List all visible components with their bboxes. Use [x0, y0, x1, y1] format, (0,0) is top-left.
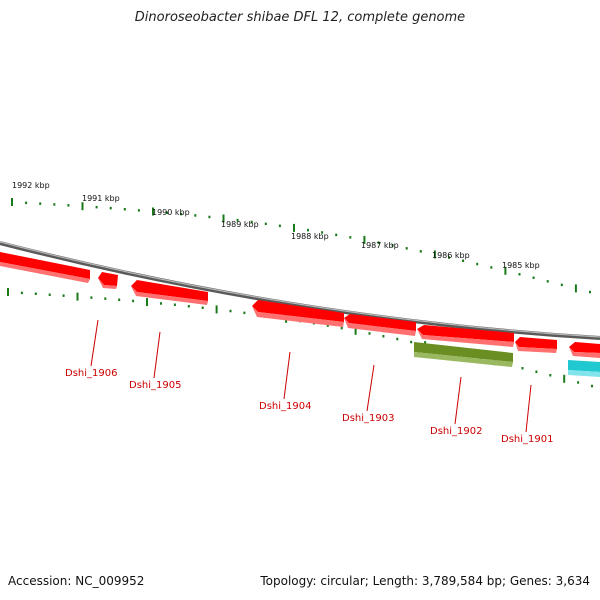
gene-feature-shadow — [515, 342, 557, 353]
outer-scale-ticks — [11, 198, 591, 294]
gene-feature[interactable] — [569, 342, 600, 353]
gene-label[interactable]: Dshi_1903 — [342, 413, 394, 424]
gene-feature-shadow — [0, 262, 90, 283]
scale-label: 1987 kbp — [361, 241, 399, 250]
gene-feature-shadow — [417, 329, 514, 347]
scale-label: 1991 kbp — [82, 194, 120, 203]
rna-feature[interactable] — [414, 342, 513, 362]
gene-label[interactable]: Dshi_1906 — [65, 368, 117, 379]
gene-feature[interactable] — [515, 337, 557, 349]
other-feature[interactable] — [568, 360, 600, 372]
gene-feature-shadow — [98, 278, 117, 289]
gene-feature-shadow — [252, 306, 344, 327]
scale-label: 1985 kbp — [502, 261, 540, 270]
gene-label[interactable]: Dshi_1901 — [501, 434, 553, 445]
gene-feature[interactable] — [417, 325, 514, 342]
scale-label: 1986 kbp — [432, 251, 470, 260]
genome-backbone — [0, 241, 600, 340]
gene-track-reverse — [0, 252, 600, 358]
accession-text: Accession: NC_009952 — [8, 574, 145, 588]
map-title: Dinoroseobacter shibae DFL 12, complete … — [134, 10, 466, 25]
scale-label: 1988 kbp — [291, 232, 329, 241]
gene-feature-shadow — [569, 347, 600, 358]
gene-track-forward — [414, 342, 600, 377]
genome-backbone-highlight — [0, 241, 600, 338]
scale-label: 1989 kbp — [221, 220, 259, 229]
rna-feature-shadow — [414, 352, 513, 367]
gene-leader-lines — [90, 319, 532, 433]
gene-feature-shadow — [131, 286, 208, 305]
gene-labels: Dshi_1906 Dshi_1905 Dshi_1904 Dshi_1903 … — [65, 368, 553, 445]
gene-feature[interactable] — [98, 272, 118, 286]
scale-label: 1990 kbp — [152, 208, 190, 217]
scale-label: 1992 kbp — [12, 181, 50, 190]
gene-feature-shadow — [344, 318, 416, 336]
gene-feature[interactable] — [252, 300, 344, 322]
genome-summary-text: Topology: circular; Length: 3,789,584 bp… — [260, 574, 590, 588]
gene-feature[interactable] — [344, 314, 416, 331]
gene-label[interactable]: Dshi_1904 — [259, 401, 311, 412]
gene-feature[interactable] — [131, 280, 208, 301]
scale-labels: 1992 kbp 1991 kbp 1990 kbp 1989 kbp 1988… — [12, 181, 540, 270]
other-feature-shadow — [568, 370, 600, 377]
gene-label[interactable]: Dshi_1902 — [430, 426, 482, 437]
gene-feature[interactable] — [0, 252, 90, 279]
gene-label[interactable]: Dshi_1905 — [129, 380, 181, 391]
